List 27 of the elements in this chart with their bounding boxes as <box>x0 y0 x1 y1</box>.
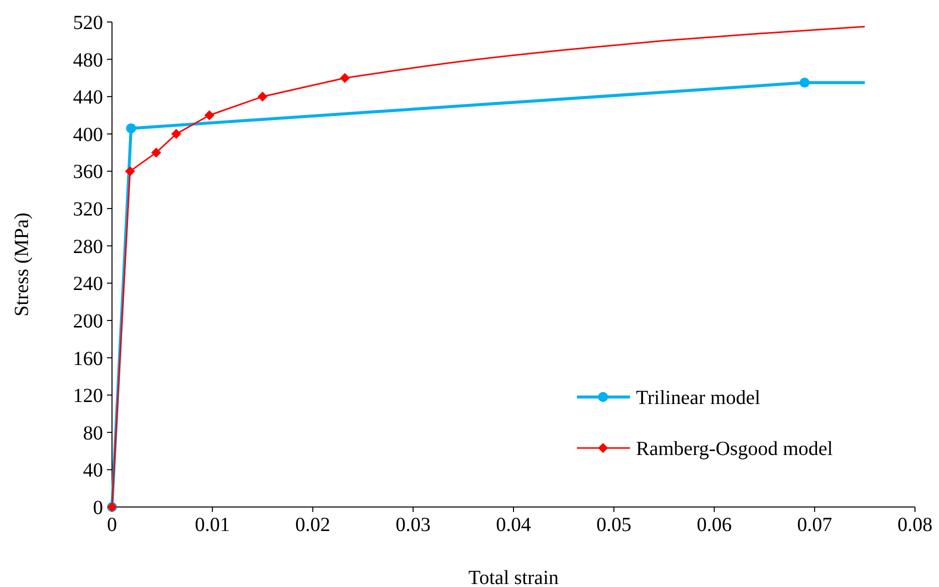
y-tick-label: 400 <box>73 124 103 146</box>
y-tick-label: 160 <box>73 348 103 370</box>
x-tick-label: 0.07 <box>797 514 832 536</box>
x-tick-label: 0.01 <box>194 514 230 536</box>
y-axis-title: Stress (MPa) <box>11 212 33 316</box>
x-tick-label: 0.03 <box>396 514 431 536</box>
x-tick-label: 0.02 <box>295 514 330 536</box>
y-tick-label: 200 <box>73 310 103 332</box>
y-tick-label: 0 <box>93 497 103 519</box>
y-tick-label: 440 <box>73 86 103 109</box>
y-tick-label: 320 <box>73 198 103 221</box>
y-tick-label: 280 <box>73 236 103 258</box>
x-tick-label: 0.04 <box>496 514 531 536</box>
x-axis-title: Total strain <box>468 567 559 587</box>
x-tick-label: 0.06 <box>696 514 732 536</box>
y-tick-label: 40 <box>83 460 103 482</box>
y-tick-label: 480 <box>73 49 103 72</box>
y-tick-label: 240 <box>73 273 103 296</box>
x-tick-label: 0.05 <box>596 514 632 536</box>
x-tick-label: 0 <box>107 514 117 536</box>
y-tick-label: 520 <box>73 12 103 34</box>
x-tick-label: 0.08 <box>898 514 932 536</box>
legend-label: Ramberg-Osgood model <box>636 438 834 460</box>
y-tick-label: 360 <box>73 161 103 184</box>
y-tick-label: 80 <box>83 422 103 444</box>
y-tick-label: 120 <box>73 385 103 408</box>
legend-label: Trilinear model <box>636 387 761 409</box>
